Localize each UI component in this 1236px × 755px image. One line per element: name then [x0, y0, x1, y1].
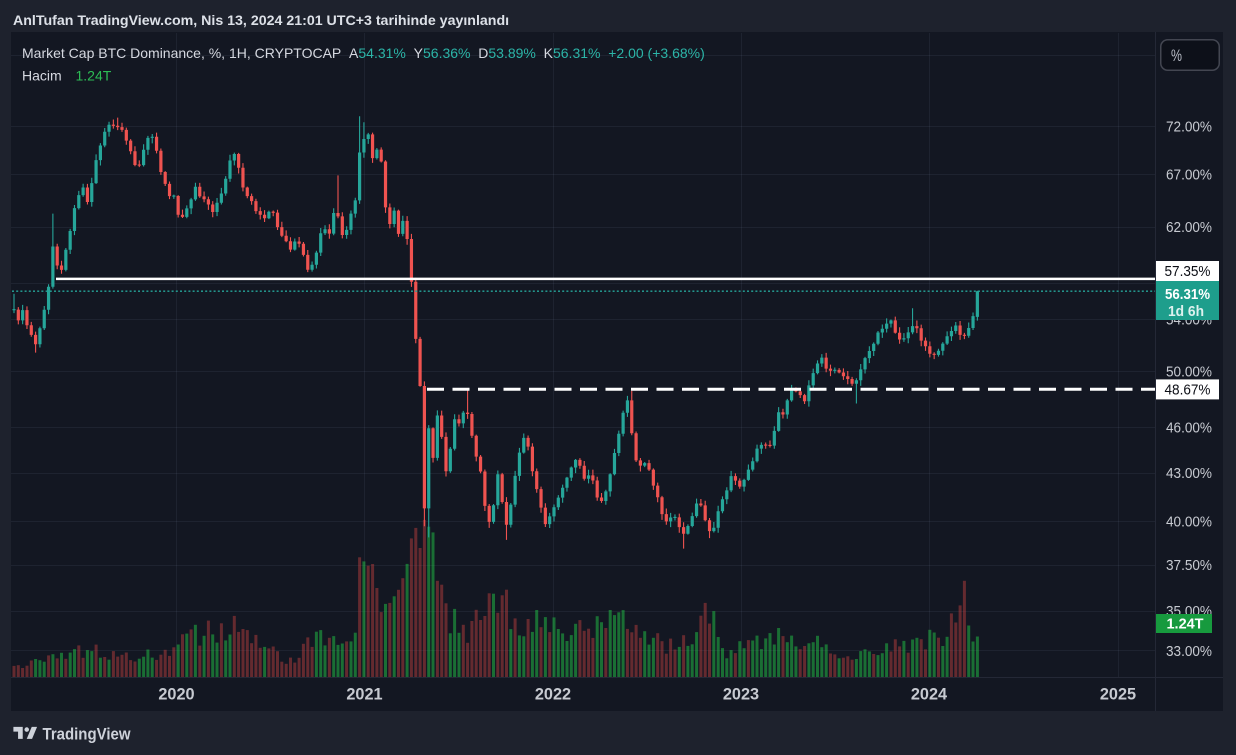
svg-text:72.00%: 72.00% — [1166, 118, 1212, 135]
svg-text:1d 6h: 1d 6h — [1168, 303, 1204, 320]
svg-text:%: % — [1171, 47, 1182, 65]
svg-text:1.24T: 1.24T — [76, 68, 112, 84]
svg-text:2023: 2023 — [723, 686, 759, 704]
svg-text:1.24T: 1.24T — [1167, 616, 1205, 633]
svg-text:67.00%: 67.00% — [1166, 167, 1212, 184]
svg-text:50.00%: 50.00% — [1166, 363, 1212, 380]
svg-text:46.00%: 46.00% — [1166, 420, 1212, 437]
svg-text:2020: 2020 — [158, 686, 194, 704]
svg-text:2024: 2024 — [911, 686, 947, 704]
svg-text:AnlTufan TradingView.com, Nis: AnlTufan TradingView.com, Nis 13, 2024 2… — [13, 13, 509, 29]
svg-text:37.50%: 37.50% — [1166, 557, 1212, 574]
svg-text:56.31%: 56.31% — [1165, 286, 1210, 303]
svg-text:Hacim: Hacim — [22, 68, 62, 84]
svg-text:57.35%: 57.35% — [1165, 263, 1211, 280]
svg-text:2021: 2021 — [346, 686, 382, 704]
svg-text:2025: 2025 — [1100, 686, 1136, 704]
svg-text:40.00%: 40.00% — [1166, 514, 1212, 531]
svg-text:43.00%: 43.00% — [1166, 465, 1212, 482]
svg-text:62.00%: 62.00% — [1166, 219, 1212, 236]
svg-text:TradingView: TradingView — [43, 725, 132, 744]
svg-text:2022: 2022 — [535, 686, 571, 704]
svg-text:Market Cap BTC Dominance, %, 1: Market Cap BTC Dominance, %, 1H, CRYPTOC… — [22, 45, 705, 61]
svg-text:33.00%: 33.00% — [1166, 643, 1212, 660]
svg-text:48.67%: 48.67% — [1165, 381, 1211, 398]
